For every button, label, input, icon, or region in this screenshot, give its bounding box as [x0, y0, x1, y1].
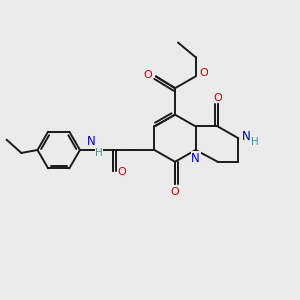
- Text: N: N: [191, 152, 200, 165]
- Text: O: O: [143, 70, 152, 80]
- Text: H: H: [95, 148, 103, 158]
- Text: O: O: [171, 187, 179, 197]
- Text: N: N: [87, 135, 96, 148]
- Text: H: H: [251, 137, 258, 147]
- Text: O: O: [117, 167, 126, 177]
- Text: N: N: [242, 130, 251, 143]
- Text: O: O: [200, 68, 208, 78]
- Text: O: O: [213, 93, 222, 103]
